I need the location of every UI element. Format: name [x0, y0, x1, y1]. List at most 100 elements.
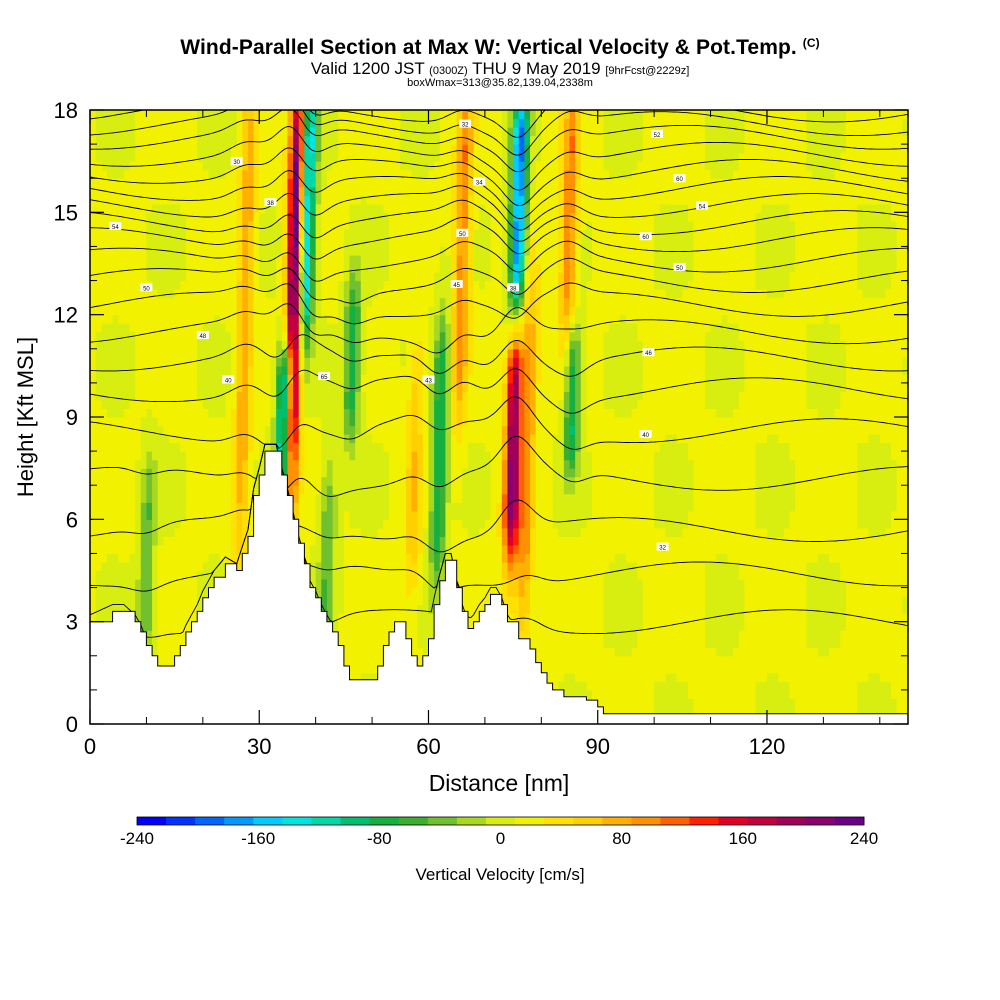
velocity-cell: [310, 161, 317, 171]
velocity-cell: [135, 127, 142, 137]
velocity-cell: [422, 434, 430, 444]
velocity-cell: [146, 502, 153, 512]
velocity-cell: [422, 493, 430, 503]
velocity-cell: [197, 289, 204, 299]
velocity-cell: [219, 289, 226, 299]
velocity-cell: [394, 468, 401, 478]
velocity-cell: [445, 408, 452, 418]
velocity-cell: [372, 254, 379, 265]
velocity-cell: [135, 570, 142, 580]
velocity-cell: [473, 297, 480, 307]
velocity-cell: [394, 417, 401, 427]
velocity-cell: [168, 280, 176, 290]
velocity-cell: [428, 220, 435, 230]
velocity-cell: [310, 237, 317, 248]
velocity-cell: [411, 476, 418, 486]
velocity-cell: [298, 195, 305, 205]
velocity-cell: [242, 272, 249, 282]
velocity-cell: [90, 212, 97, 222]
velocity-cell: [129, 135, 136, 145]
velocity-cell: [411, 510, 418, 520]
velocity-cell: [146, 399, 153, 410]
velocity-cell: [451, 135, 458, 145]
velocity-cell: [321, 536, 328, 546]
velocity-cell: [400, 195, 407, 205]
velocity-cell: [236, 144, 243, 154]
velocity-cell: [152, 587, 159, 597]
velocity-cell: [168, 476, 176, 486]
velocity-cell: [366, 493, 373, 503]
velocity-cell: [95, 442, 102, 452]
velocity-cell: [101, 110, 108, 120]
velocity-cell: [135, 118, 142, 128]
velocity-cell: [146, 323, 153, 333]
velocity-cell: [355, 323, 362, 333]
velocity-cell: [326, 544, 334, 555]
velocity-cell: [242, 417, 249, 427]
velocity-cell: [315, 203, 322, 213]
velocity-cell: [445, 280, 452, 290]
velocity-cell: [185, 203, 193, 213]
velocity-cell: [473, 237, 480, 248]
velocity-cell: [276, 348, 283, 358]
velocity-cell: [394, 434, 401, 444]
velocity-cell: [163, 152, 170, 162]
velocity-cell: [112, 451, 119, 461]
velocity-cell: [225, 246, 232, 256]
velocity-cell: [439, 374, 447, 384]
velocity-cell: [287, 451, 294, 461]
velocity-cell: [197, 161, 204, 171]
velocity-cell: [355, 510, 362, 520]
velocity-cell: [191, 374, 198, 384]
velocity-cell: [276, 323, 283, 333]
velocity-cell: [343, 655, 351, 665]
velocity-cell: [394, 289, 401, 299]
velocity-cell: [152, 144, 159, 154]
velocity-cell: [264, 144, 272, 154]
velocity-cell: [467, 323, 475, 333]
velocity-cell: [281, 169, 289, 179]
velocity-cell: [332, 408, 339, 418]
velocity-cell: [208, 340, 215, 350]
velocity-cell: [473, 493, 480, 503]
velocity-cell: [298, 476, 305, 486]
velocity-cell: [467, 408, 475, 418]
velocity-cell: [225, 408, 232, 418]
velocity-cell: [152, 502, 159, 512]
velocity-cell: [95, 237, 102, 248]
velocity-cell: [95, 459, 102, 469]
velocity-cell: [394, 195, 401, 205]
velocity-cell: [293, 459, 300, 469]
velocity-cell: [247, 468, 255, 478]
velocity-cell: [236, 476, 243, 486]
velocity-cell: [332, 604, 339, 614]
velocity-cell: [270, 220, 277, 230]
velocity-cell: [377, 587, 384, 597]
velocity-cell: [428, 169, 435, 179]
velocity-cell: [332, 314, 339, 324]
velocity-cell: [152, 246, 159, 256]
velocity-cell: [310, 110, 317, 120]
velocity-cell: [231, 476, 238, 486]
velocity-cell: [372, 425, 379, 435]
velocity-cell: [202, 110, 210, 120]
velocity-cell: [101, 544, 108, 555]
velocity-cell: [152, 417, 159, 427]
velocity-cell: [411, 254, 418, 265]
velocity-cell: [174, 485, 181, 495]
velocity-cell: [293, 135, 300, 145]
velocity-cell: [163, 374, 170, 384]
velocity-cell: [140, 519, 148, 529]
velocity-cell: [349, 152, 356, 162]
velocity-cell: [214, 323, 221, 333]
velocity-cell: [456, 348, 463, 358]
velocity-cell: [326, 280, 334, 290]
velocity-cell: [236, 527, 243, 537]
velocity-cell: [152, 297, 159, 307]
velocity-cell: [118, 229, 125, 239]
velocity-cell: [253, 357, 260, 367]
velocity-cell: [400, 203, 407, 213]
velocity-cell: [349, 638, 356, 648]
velocity-cell: [383, 587, 390, 597]
velocity-cell: [264, 254, 272, 265]
